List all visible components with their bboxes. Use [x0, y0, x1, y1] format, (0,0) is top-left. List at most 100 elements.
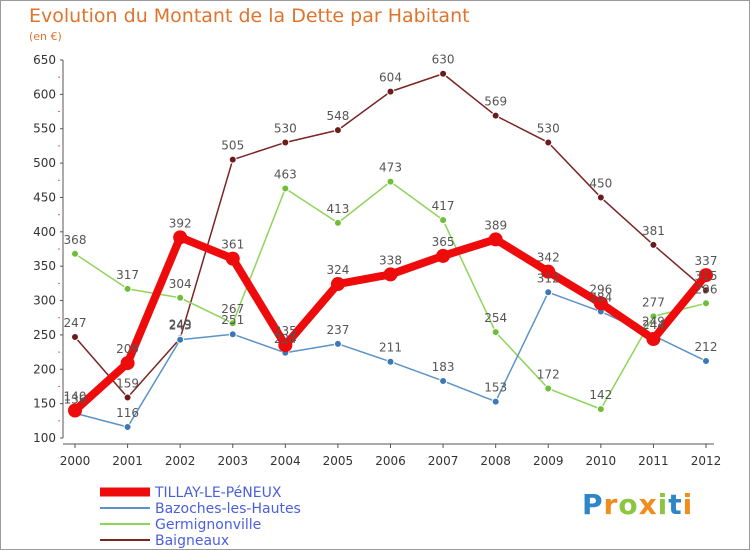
logo-letter: x: [638, 488, 658, 521]
data-point-baigneaux: [281, 138, 290, 147]
data-label-germignonville: 304: [169, 277, 192, 291]
data-label-germignonville: 277: [642, 295, 665, 309]
data-label-baigneaux: 381: [642, 224, 665, 238]
data-point-baigneaux: [386, 87, 395, 96]
data-point-tillay-le-p-neux: [488, 232, 503, 247]
data-point-baigneaux: [123, 393, 132, 402]
data-label-tillay-le-p-neux: 342: [537, 251, 560, 265]
data-point-baigneaux: [596, 193, 605, 202]
data-label-baigneaux: 569: [484, 95, 507, 109]
x-tick-label: 2005: [323, 454, 354, 468]
chart-title: Evolution du Montant de la Dette par Hab…: [29, 5, 470, 27]
data-label-bazoches-les-hautes: 237: [326, 323, 349, 337]
data-point-germignonville: [333, 218, 342, 227]
data-label-germignonville: 296: [695, 282, 718, 296]
x-tick-label: 2010: [586, 454, 617, 468]
data-point-germignonville: [544, 384, 553, 393]
logo-letter: r: [603, 488, 619, 521]
data-label-baigneaux: 505: [221, 139, 244, 153]
legend-label-tillay-le-p-neux: TILLAY-LE-PéNEUX: [154, 485, 282, 501]
data-point-germignonville: [123, 284, 132, 293]
y-tick-label: 400: [33, 225, 56, 239]
y-tick-label: 250: [33, 328, 56, 342]
proxiti-logo: Proxiti: [582, 488, 693, 521]
x-tick-label: 2011: [638, 454, 669, 468]
data-point-bazoches-les-hautes: [333, 339, 342, 348]
x-tick-label: 2004: [270, 454, 301, 468]
data-label-baigneaux: 530: [537, 121, 560, 135]
data-point-bazoches-les-hautes: [176, 335, 185, 344]
x-tick-label: 2008: [480, 454, 511, 468]
data-point-baigneaux: [439, 69, 448, 78]
data-label-baigneaux: 249: [169, 317, 192, 331]
data-point-baigneaux: [71, 332, 79, 341]
data-label-germignonville: 142: [589, 388, 612, 402]
axes: 100 150 200 250 300 350 400 450 500 550 600 650 2000…: [33, 53, 721, 468]
data-label-tillay-le-p-neux: 209: [116, 342, 139, 356]
y-tick-label: 300: [33, 294, 56, 308]
x-tick-label: 2012: [691, 454, 722, 468]
data-point-baigneaux: [491, 111, 500, 120]
x-tick-label: 2003: [217, 454, 248, 468]
data-label-germignonville: 413: [326, 202, 349, 216]
data-point-germignonville: [71, 249, 79, 258]
data-label-germignonville: 267: [221, 302, 244, 316]
legend-label-germignonville: Germignonville: [155, 517, 261, 533]
data-point-bazoches-les-hautes: [386, 357, 395, 366]
data-label-tillay-le-p-neux: 338: [379, 253, 402, 267]
data-labels: 2471592495055305486046305695304503813153…: [64, 53, 718, 420]
legend: TILLAY-LE-PéNEUXBazoches-les-HautesGermi…: [100, 485, 301, 549]
legend-label-bazoches-les-hautes: Bazoches-les-Hautes: [155, 501, 301, 517]
data-label-baigneaux: 450: [589, 176, 612, 190]
x-tick-label: 2009: [533, 454, 564, 468]
y-tick-label: 500: [33, 156, 56, 170]
data-point-germignonville: [228, 319, 237, 328]
data-point-tillay-le-p-neux: [173, 230, 188, 245]
data-label-bazoches-les-hautes: 212: [695, 340, 718, 354]
series-lines: [68, 69, 713, 432]
data-point-baigneaux: [333, 126, 342, 135]
y-tick-label: 100: [33, 431, 56, 445]
data-label-tillay-le-p-neux: 324: [326, 263, 349, 277]
data-label-baigneaux: 548: [326, 109, 349, 123]
data-label-tillay-le-p-neux: 140: [64, 390, 87, 404]
data-label-germignonville: 463: [274, 168, 297, 182]
data-point-germignonville: [176, 293, 185, 302]
data-point-tillay-le-p-neux: [278, 338, 293, 353]
data-label-baigneaux: 530: [274, 121, 297, 135]
x-tick-label: 2000: [60, 454, 91, 468]
data-label-germignonville: 317: [116, 268, 139, 282]
y-tick-label: 200: [33, 362, 56, 376]
data-label-baigneaux: 247: [64, 316, 87, 330]
data-label-tillay-le-p-neux: 337: [695, 254, 718, 268]
data-label-bazoches-les-hautes: 136: [64, 392, 87, 406]
data-label-baigneaux: 315: [695, 269, 718, 283]
data-point-tillay-le-p-neux: [436, 248, 451, 263]
x-tick-label: 2006: [375, 454, 406, 468]
data-point-germignonville: [702, 299, 710, 308]
data-label-tillay-le-p-neux: 235: [274, 324, 297, 338]
data-label-germignonville: 254: [484, 311, 507, 325]
data-point-germignonville: [491, 328, 500, 337]
data-point-tillay-le-p-neux: [646, 332, 661, 347]
logo-letter: t: [668, 488, 683, 521]
data-point-tillay-le-p-neux: [120, 356, 135, 371]
data-point-tillay-le-p-neux: [68, 403, 82, 418]
unit-label: (en €): [29, 30, 62, 43]
legend-label-baigneaux: Baigneaux: [155, 533, 229, 549]
data-label-tillay-le-p-neux: 389: [484, 218, 507, 232]
y-tick-label: 350: [33, 259, 56, 273]
data-label-bazoches-les-hautes: 249: [642, 315, 665, 329]
data-point-germignonville: [596, 405, 605, 414]
logo-letter: i: [682, 488, 694, 521]
data-label-bazoches-les-hautes: 116: [116, 406, 139, 420]
data-label-germignonville: 417: [432, 199, 455, 213]
data-label-tillay-le-p-neux: 361: [221, 238, 244, 252]
data-label-baigneaux: 604: [379, 71, 402, 85]
data-point-germignonville: [386, 177, 395, 186]
data-point-baigneaux: [544, 138, 553, 147]
data-label-tillay-le-p-neux: 392: [169, 216, 192, 230]
data-point-tillay-le-p-neux: [593, 296, 608, 311]
x-tick-label: 2007: [428, 454, 459, 468]
